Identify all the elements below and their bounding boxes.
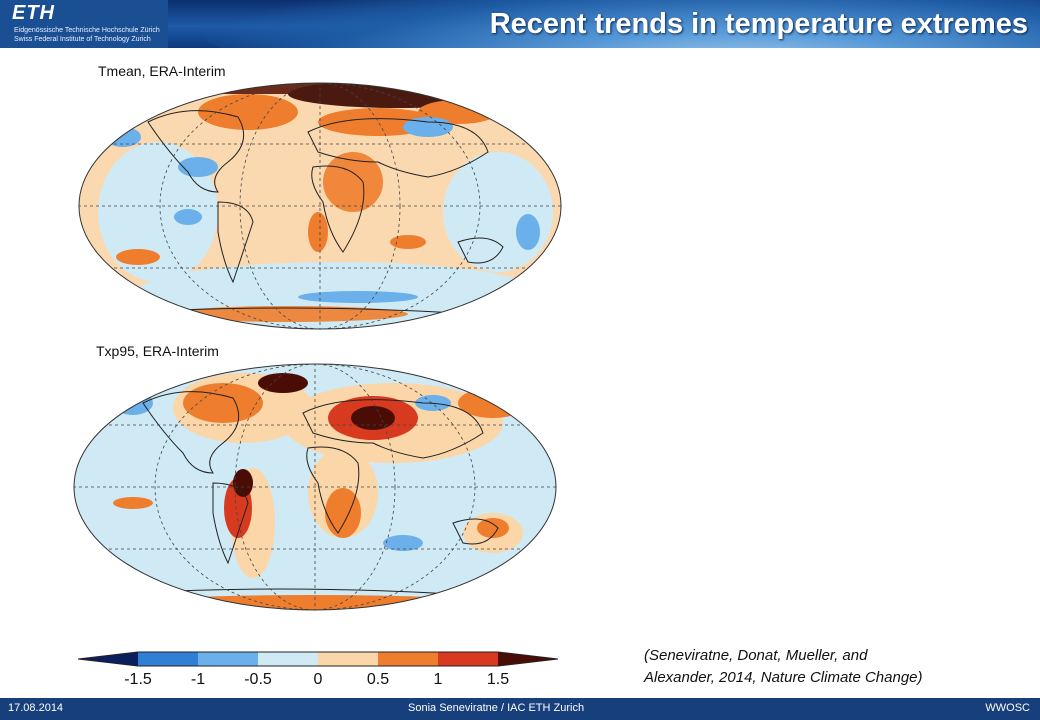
colorbar-tick-label: 1 — [433, 671, 443, 688]
colorbar-end-low — [78, 652, 138, 666]
colorbar-segment — [258, 652, 318, 666]
eth-logo: ETH Eidgenössische Technische Hochschule… — [0, 0, 168, 48]
earth-banner-graphic — [200, 0, 1040, 48]
institution-name-de: Eidgenössische Technische Hochschule Zür… — [14, 27, 160, 34]
colorbar-tick-label: -1.5 — [124, 671, 152, 688]
citation-line-2: Alexander, 2014, Nature Climate Change) — [644, 669, 923, 686]
colorbar-tick-label: -0.5 — [244, 671, 272, 688]
citation: (Seneviratne, Donat, Mueller, and Alexan… — [644, 645, 1024, 689]
footer-date: 17.08.2014 — [8, 702, 64, 714]
map-tmean — [78, 82, 562, 330]
colorbar-segment — [438, 652, 498, 666]
colorbar-end-high — [498, 652, 558, 666]
colorbar-tick-label: 0.5 — [366, 671, 390, 688]
colorbar: -1.5 -1 -0.5 0 0.5 1 1.5 — [77, 649, 559, 689]
header-banner: ETH Eidgenössische Technische Hochschule… — [0, 0, 1040, 48]
colorbar-segment — [138, 652, 198, 666]
eth-logo-text: ETH — [12, 2, 55, 24]
citation-line-1: (Seneviratne, Donat, Mueller, and — [644, 647, 868, 664]
footer-bar: 17.08.2014 Sonia Seneviratne / IAC ETH Z… — [0, 698, 1040, 720]
colorbar-tick-label: -1 — [190, 671, 206, 688]
colorbar-segment — [198, 652, 258, 666]
footer-author: Sonia Seneviratne / IAC ETH Zurich — [408, 702, 585, 714]
map-label-tmean: Tmean, ERA-Interim — [98, 63, 226, 79]
colorbar-segment — [318, 652, 378, 666]
map-label-txp95: Txp95, ERA-Interim — [96, 343, 219, 359]
map-txp95 — [73, 363, 557, 611]
institution-name-en: Swiss Federal Institute of Technology Zu… — [14, 36, 151, 43]
colorbar-tick-label: 0 — [313, 671, 323, 688]
slide-title: Recent trends in temperature extremes — [489, 8, 1028, 40]
colorbar-tick-label: 1.5 — [486, 671, 510, 688]
footer-event: WWOSC — [985, 702, 1030, 714]
colorbar-segment — [378, 652, 438, 666]
colorbar-scale — [77, 651, 559, 667]
